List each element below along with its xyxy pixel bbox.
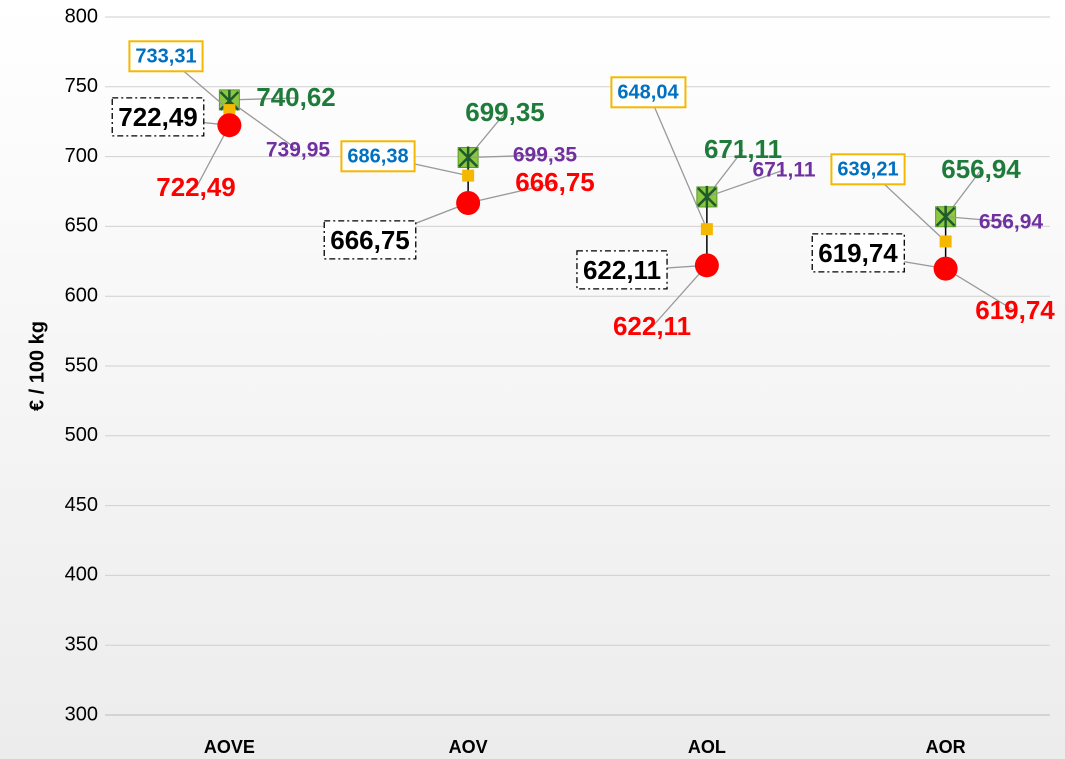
data-label: 656,94 [941,154,1021,184]
marker-x [935,205,956,228]
y-tick-label: 450 [65,494,98,516]
data-label: 671,11 [752,159,815,182]
label-box [323,220,417,260]
leader-line [468,154,546,159]
leader-line [706,169,785,198]
label-box [830,153,906,186]
label-box [340,140,416,173]
marker [700,223,713,236]
y-tick-label: 300 [65,703,98,725]
label-box [576,250,668,290]
leader-line [229,97,297,101]
data-label: 619,74 [818,238,898,268]
data-label: 722,49 [118,102,198,132]
marker-x [458,146,479,169]
data-label: 740,62 [256,82,336,112]
x-tick-label: AOVE [204,737,255,757]
marker [217,113,242,138]
leader-line [467,182,556,204]
marker [696,185,717,208]
y-tick-label: 700 [65,145,98,167]
marker [223,104,236,117]
marker [458,146,479,169]
x-tick-label: AOL [688,737,726,757]
y-tick-label: 750 [65,75,98,97]
data-label: 699,35 [513,144,578,167]
data-label: 666,75 [515,167,595,197]
y-tick-label: 550 [65,354,98,376]
x-tick-label: AOV [449,737,488,757]
marker [456,191,481,216]
label-box [610,76,687,109]
label-box [128,40,204,73]
marker-x [696,185,717,208]
data-label: 622,11 [613,311,691,341]
data-label: 671,11 [704,134,782,164]
y-axis-title: € / 100 kg [26,321,48,411]
marker [694,253,719,278]
marker [462,169,475,182]
y-tick-label: 350 [65,633,98,655]
data-label: 733,31 [135,45,196,67]
y-tick-label: 800 [65,5,98,27]
data-label: 722,49 [156,172,236,202]
y-tick-label: 600 [65,284,98,306]
label-box [111,97,205,137]
marker [939,235,952,248]
marker [935,205,956,228]
data-label: 619,74 [975,295,1055,325]
data-label: 739,95 [266,139,331,162]
data-label: 648,04 [617,81,679,103]
leader-line [945,268,1016,312]
marker [933,256,958,281]
data-label: 666,75 [330,225,410,255]
leader-line [228,100,299,151]
leader-line [647,91,708,230]
y-tick-label: 650 [65,215,98,237]
label-box [811,233,905,273]
leader-line [651,264,708,328]
data-label: 699,35 [465,97,545,127]
leader-line [945,216,1012,223]
y-tick-label: 500 [65,424,98,446]
x-tick-label: AOR [926,737,966,757]
data-label: 656,94 [979,211,1044,234]
data-label: 622,11 [583,255,661,285]
data-label: 686,38 [347,145,408,167]
data-label: 639,21 [837,158,898,180]
y-tick-label: 400 [65,564,98,586]
